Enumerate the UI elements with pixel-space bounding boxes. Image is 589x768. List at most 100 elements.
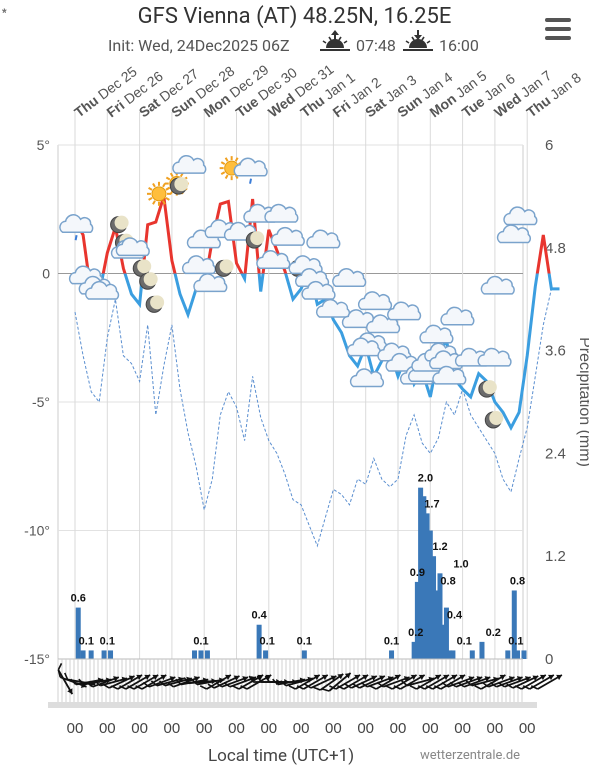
cloud-shape [385,352,420,372]
precip-tick-label: 4.8 [545,240,566,257]
wind-shaft [221,676,249,688]
cloud-shape [243,203,278,223]
moon-disc [110,216,128,234]
day-label: Wed Dec 31 [265,61,337,121]
moon-light [114,215,129,230]
wind-barb-icon [223,676,257,688]
moon-icon [145,295,165,313]
hour-label: 00 [99,720,116,737]
cloud-shape [256,250,291,269]
wind-feather [223,681,231,688]
precip-bar [447,650,453,659]
wind-feather [102,683,110,689]
cloud-shape [349,368,384,388]
wind-feather [393,685,401,690]
wind-head [67,688,73,695]
cloud-shape [193,273,228,293]
wind-head [276,679,282,685]
precip-tick-label: 0 [545,651,553,668]
moon-light [174,177,189,192]
snow-cloud-icon [408,363,443,383]
wind-head [428,676,435,683]
wind-head [539,674,546,681]
moon-icon [484,410,504,429]
precip-bar [427,530,433,659]
moon-light [250,231,265,246]
precip-bar [511,590,517,659]
moon-disc [478,380,496,398]
wind-barb-icon [352,675,386,689]
wind-shaft [125,674,151,690]
hour-label: 00 [390,720,407,737]
wind-head [394,674,401,681]
wind-shaft [359,675,386,689]
precip-bar [88,650,94,659]
wind-shaft [148,676,176,688]
precip-data-label: 1.0 [453,558,468,570]
moon-disc [114,234,132,252]
init-time: Init: Wed, 24Dec2025 06Z [108,36,290,55]
sun-ray [165,186,171,191]
cloud-shape [346,337,381,357]
wind-barb-icon [376,676,410,688]
sun-ray [169,172,174,178]
wind-feather [264,675,271,683]
cloud-shape [223,221,259,241]
wind-head [242,676,249,682]
wind-feather [94,680,101,687]
wind-head [225,674,231,681]
wind-feather [57,670,62,678]
cloud-shape [332,268,367,287]
footer-local-time: Local time (UTC+1) [208,746,355,766]
wind-feather [78,678,85,685]
temperature-line-above-zero [73,195,551,274]
precip-data-label: 0.8 [440,575,455,587]
cloud-icon [480,275,515,295]
wind-shaft [310,675,337,689]
wind-feather [409,685,417,690]
cloud-shape [366,314,401,334]
wind-barb-icon [433,674,466,690]
wind-barb-icon [321,672,352,692]
cloud-shape [408,363,443,383]
wind-head [330,675,337,681]
cloud-icon [204,219,239,239]
precip-bar [411,641,417,659]
footer-source[interactable]: wetterzentrale.de [420,748,521,763]
precip-data-label: 0.1 [260,635,275,647]
wind-barb-icon [401,676,435,687]
cloud-shape [59,214,94,233]
cloud-icon [349,368,384,388]
page-title: GFS Vienna (AT) 48.25N, 16.25E [137,4,452,29]
wind-feather [191,678,198,685]
wind-shaft [424,674,450,690]
cloud-shape [315,298,351,318]
wind-head [556,674,562,681]
temperature-line-below-zero [86,273,560,431]
wind-barb-icon [481,676,515,688]
wind-shaft [59,676,87,688]
wind-feather [474,685,482,690]
wind-shaft [432,674,458,690]
wind-feather [376,681,384,688]
wind-feather [530,685,539,690]
precip-bar [192,650,198,659]
precip-data-label: 0.4 [251,610,267,622]
precip-bar [263,650,269,659]
cloud-shape [419,324,454,344]
wind-head [548,674,554,681]
sun-ray [152,182,156,188]
wind-barb-icon [94,676,128,687]
hamburger-menu-icon[interactable] [545,18,571,40]
cloud-shape [377,342,412,362]
precip-data-label: 2.0 [418,473,433,485]
rain-drop [249,178,253,184]
wind-head [89,680,96,687]
cloud-icon [306,229,341,249]
cloud-shape [288,255,323,275]
wind-barb-icon [142,676,176,688]
wind-barb-icon [57,670,87,688]
wind-feather [304,683,312,689]
cloud-icon [301,280,336,300]
wind-shaft [537,674,563,690]
